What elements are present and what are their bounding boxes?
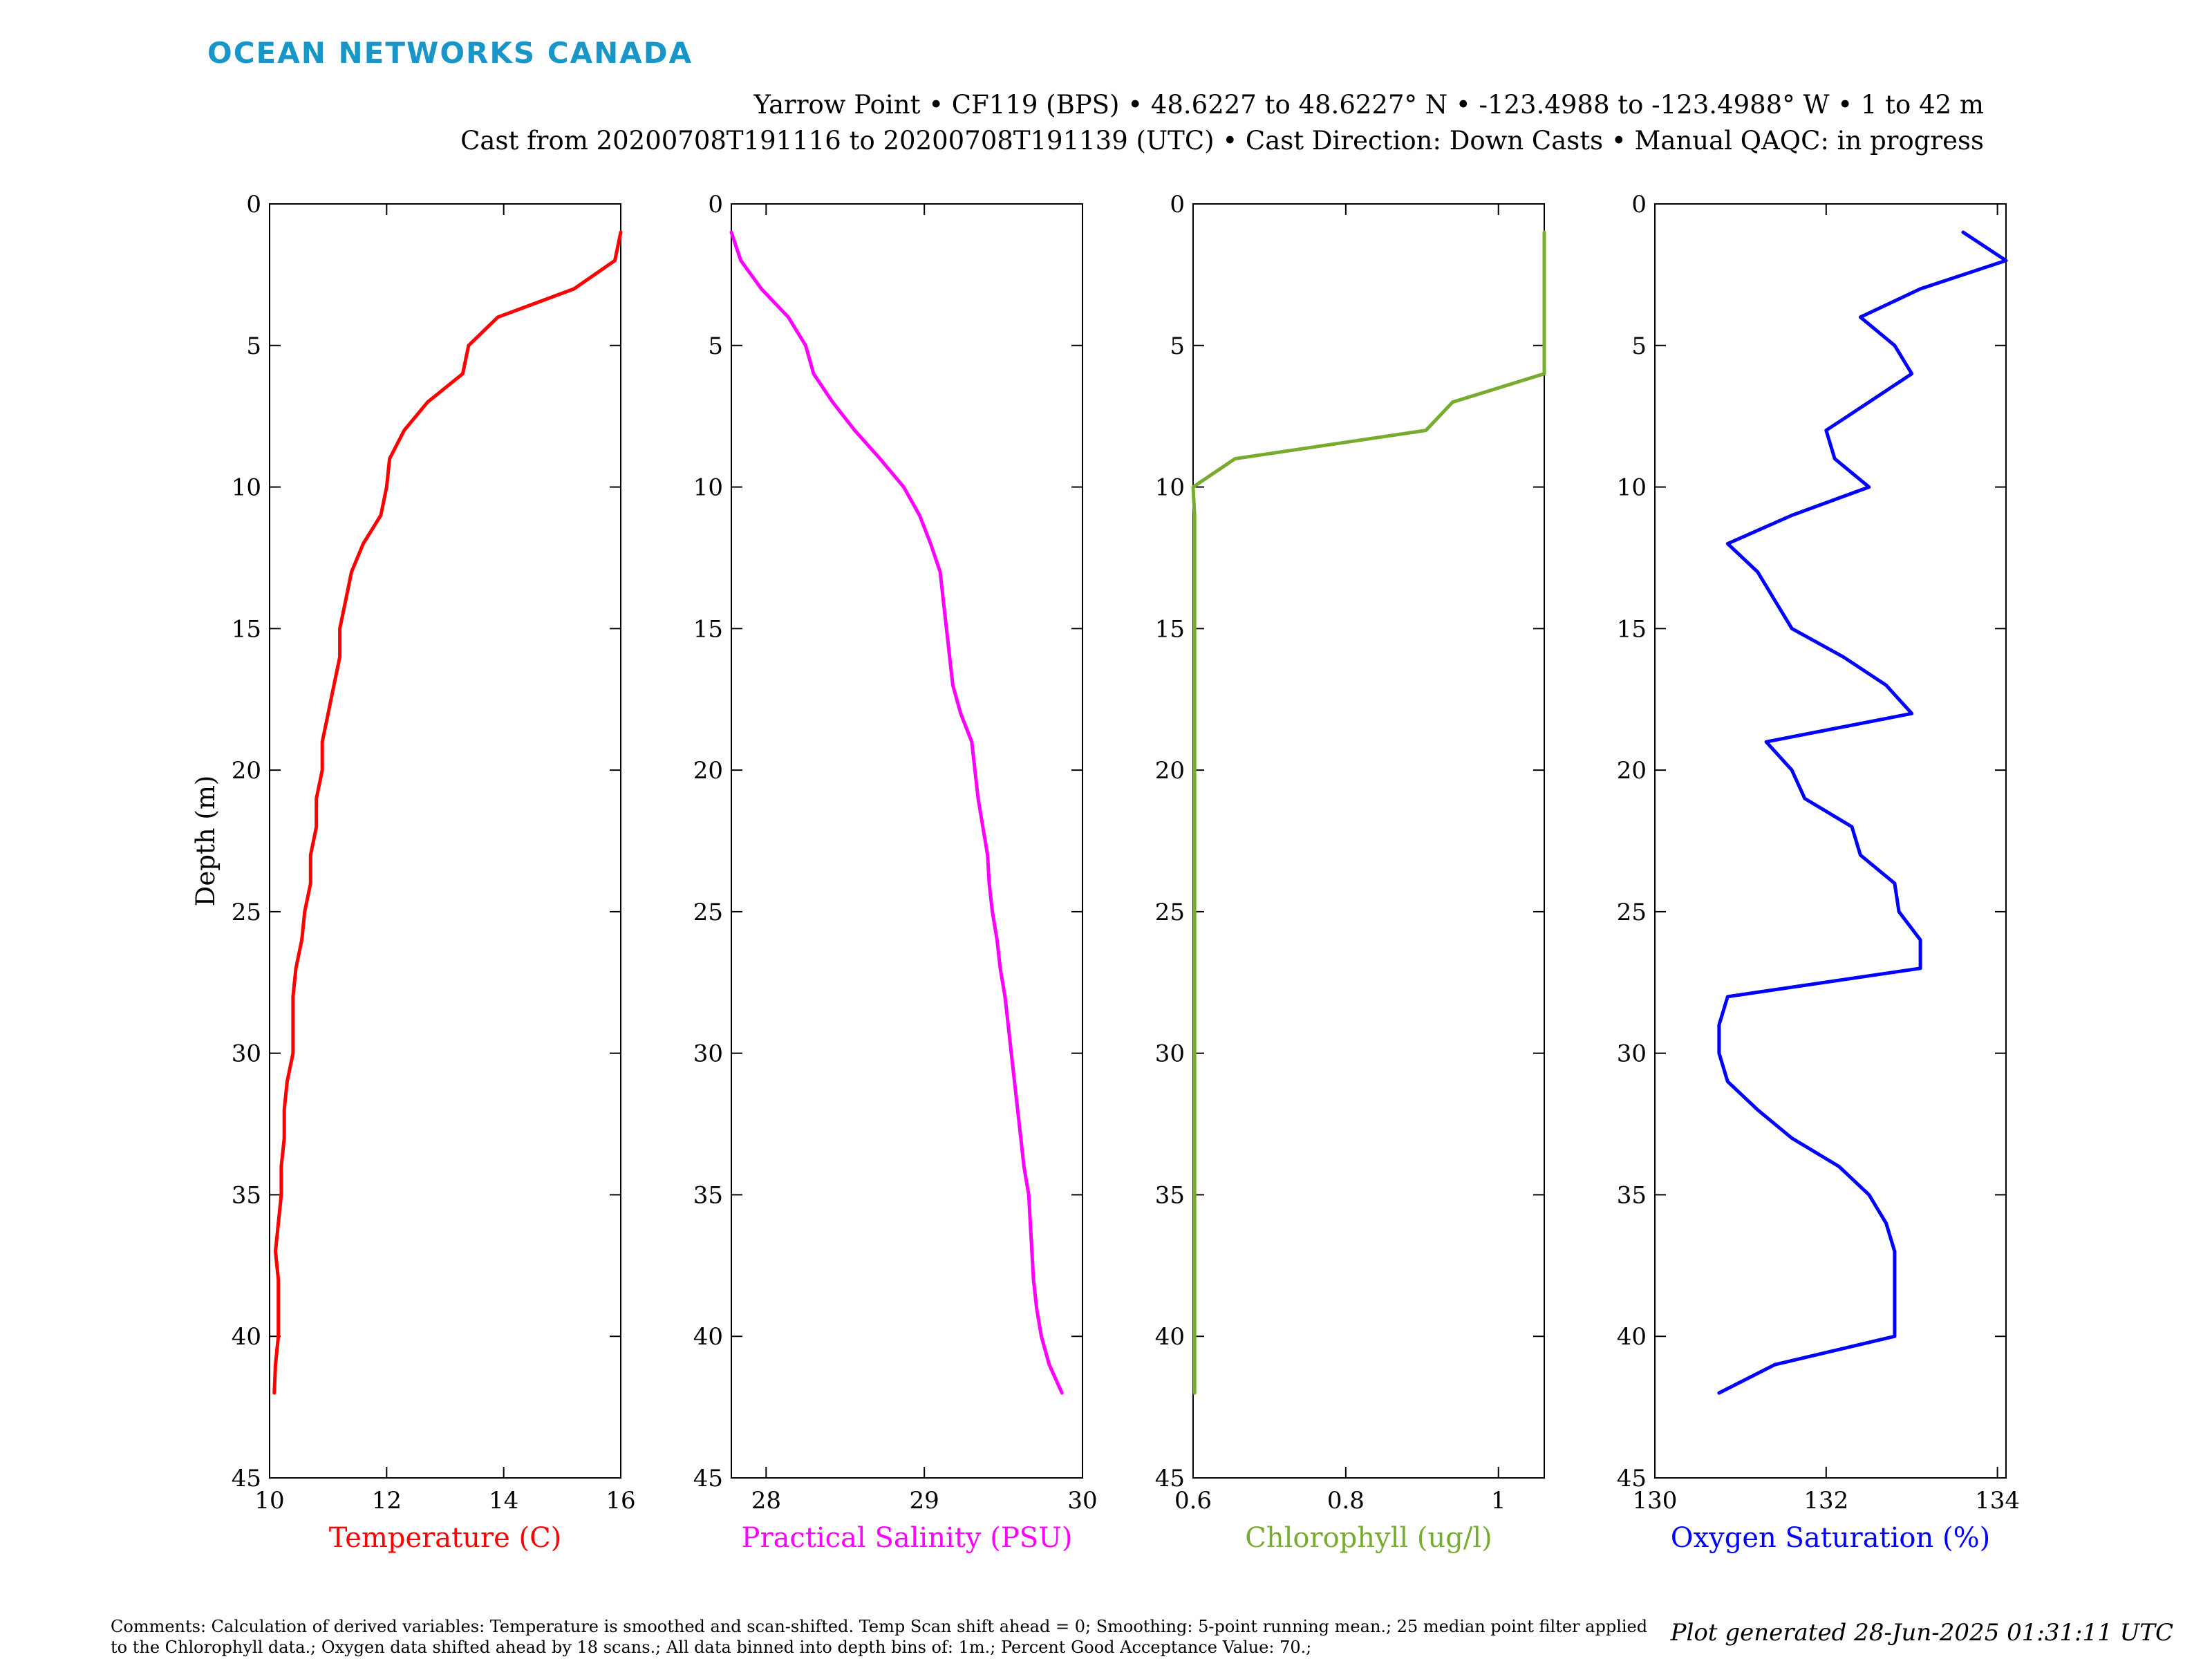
y-tick-label: 40: [693, 1323, 723, 1351]
x-axis-label: Temperature (C): [329, 1522, 562, 1554]
y-tick-label: 15: [1617, 615, 1647, 643]
y-tick-label: 45: [693, 1465, 723, 1492]
panel-1-frame: [269, 203, 621, 1479]
y-tick-label: 45: [1155, 1465, 1185, 1492]
y-tick-label: 25: [232, 899, 261, 926]
x-tick-label: 29: [910, 1487, 939, 1515]
y-tick-label: 30: [693, 1040, 723, 1068]
y-tick-label: 10: [1617, 474, 1647, 502]
y-tick-label: 20: [1155, 757, 1185, 785]
x-tick-label: 28: [751, 1487, 781, 1515]
y-tick-label: 15: [693, 615, 723, 643]
x-tick-label: 132: [1803, 1487, 1848, 1515]
panel-3-frame: [1192, 203, 1545, 1479]
panel-2-frame: [731, 203, 1083, 1479]
y-tick-label: 0: [1170, 191, 1185, 218]
y-tick-label: 0: [246, 191, 261, 218]
y-tick-label: 35: [693, 1181, 723, 1209]
y-tick-label: 20: [1617, 757, 1647, 785]
y-tick-label: 15: [1155, 615, 1185, 643]
header-line-1: Yarrow Point • CF119 (BPS) • 48.6227 to …: [753, 90, 1984, 120]
series-line-2: [729, 230, 1064, 1395]
x-tick-label: 130: [1633, 1487, 1678, 1515]
x-tick-label: 0.8: [1327, 1487, 1365, 1515]
y-tick-label: 45: [1617, 1465, 1647, 1492]
y-tick-label: 25: [1155, 899, 1185, 926]
header-line-2: Cast from 20200708T191116 to 20200708T19…: [460, 126, 1984, 156]
y-tick-label: 25: [693, 899, 723, 926]
y-tick-label: 30: [232, 1040, 261, 1068]
panel-4-frame: [1654, 203, 2007, 1479]
y-tick-label: 30: [1617, 1040, 1647, 1068]
y-tick-label: 10: [232, 474, 261, 502]
x-axis-label: Oxygen Saturation (%): [1671, 1522, 1990, 1554]
y-tick-label: 35: [1155, 1181, 1185, 1209]
x-axis-label: Chlorophyll (ug/l): [1245, 1522, 1492, 1554]
y-tick-label: 45: [232, 1465, 261, 1492]
series-line-4: [1717, 230, 2008, 1395]
y-tick-label: 35: [232, 1181, 261, 1209]
x-tick-label: 30: [1067, 1487, 1097, 1515]
y-tick-label: 0: [708, 191, 723, 218]
generated-timestamp: Plot generated 28-Jun-2025 01:31:11 UTC: [1670, 1619, 2173, 1647]
series-line-1: [272, 230, 623, 1395]
y-tick-label: 0: [1631, 191, 1647, 218]
y-tick-label: 5: [246, 332, 261, 360]
y-tick-label: 20: [693, 757, 723, 785]
comments-text: Comments: Calculation of derived variabl…: [111, 1617, 1648, 1657]
y-tick-label: 10: [693, 474, 723, 502]
y-axis-label: Depth (m): [191, 776, 221, 907]
y-tick-label: 40: [1617, 1323, 1647, 1351]
x-axis-label: Practical Salinity (PSU): [742, 1522, 1073, 1554]
x-tick-label: 10: [254, 1487, 284, 1515]
series-line-3: [1191, 230, 1546, 1395]
y-tick-label: 15: [232, 615, 261, 643]
y-tick-label: 20: [232, 757, 261, 785]
x-tick-label: 1: [1491, 1487, 1506, 1515]
y-tick-label: 5: [1170, 332, 1185, 360]
y-tick-label: 10: [1155, 474, 1185, 502]
x-tick-label: 16: [606, 1487, 635, 1515]
y-tick-label: 40: [232, 1323, 261, 1351]
y-tick-label: 35: [1617, 1181, 1647, 1209]
x-tick-label: 0.6: [1174, 1487, 1212, 1515]
y-tick-label: 5: [708, 332, 723, 360]
x-tick-label: 14: [489, 1487, 518, 1515]
y-tick-label: 30: [1155, 1040, 1185, 1068]
y-tick-label: 25: [1617, 899, 1647, 926]
y-tick-label: 40: [1155, 1323, 1185, 1351]
x-tick-label: 12: [372, 1487, 402, 1515]
x-tick-label: 134: [1975, 1487, 2020, 1515]
y-tick-label: 5: [1631, 332, 1647, 360]
brand-logo: OCEAN NETWORKS CANADA: [207, 36, 693, 70]
